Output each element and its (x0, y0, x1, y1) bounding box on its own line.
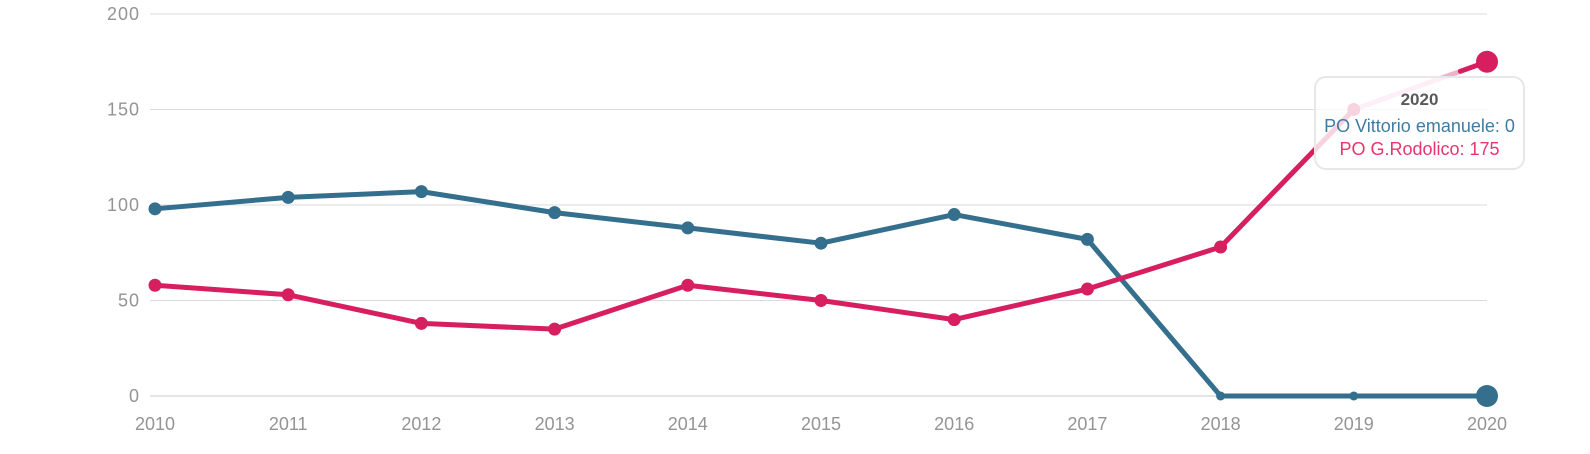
data-point-2019-po-g-rodolico[interactable] (1347, 103, 1361, 116)
y-axis-tick-label: 150 (107, 100, 140, 120)
data-point-2019-po-vittorio-emanuele[interactable] (1349, 391, 1359, 401)
data-point-2011-po-vittorio-emanuele[interactable] (281, 190, 295, 204)
x-axis-tick-label: 2020 (1467, 414, 1507, 434)
data-point-2013-po-vittorio-emanuele[interactable] (548, 206, 562, 220)
x-axis-tick-label: 2015 (801, 414, 841, 434)
data-point-2010-po-g-rodolico[interactable] (148, 278, 162, 292)
x-axis-tick-label: 2011 (269, 414, 308, 434)
x-axis-tick-label: 2014 (668, 414, 708, 434)
x-axis-tick-label: 2019 (1334, 414, 1374, 434)
data-point-2014-po-g-rodolico[interactable] (681, 278, 695, 292)
data-point-2017-po-vittorio-emanuele[interactable] (1080, 232, 1094, 246)
y-axis-tick-label: 50 (118, 291, 140, 311)
series-line-po-g-rodolico[interactable] (152, 107, 1357, 332)
y-axis-tick-label: 200 (107, 4, 140, 24)
data-point-2017-po-g-rodolico[interactable] (1080, 282, 1094, 296)
data-point-2016-po-g-rodolico[interactable] (947, 313, 961, 327)
series-line-po-g-rodolico-faded-segment (1351, 68, 1463, 112)
x-axis-tick-label: 2016 (934, 414, 974, 434)
data-point-2020-po-g-rodolico[interactable] (1476, 50, 1498, 73)
data-point-2010-po-vittorio-emanuele[interactable] (148, 202, 162, 216)
data-point-2012-po-g-rodolico[interactable] (414, 316, 428, 330)
data-point-2018-po-vittorio-emanuele[interactable] (1216, 391, 1226, 401)
data-point-2013-po-g-rodolico[interactable] (548, 322, 562, 336)
data-point-2011-po-g-rodolico[interactable] (281, 288, 295, 302)
x-axis-tick-label: 2010 (135, 414, 175, 434)
data-point-2018-po-g-rodolico[interactable] (1214, 240, 1228, 254)
data-point-2015-po-vittorio-emanuele[interactable] (814, 236, 828, 250)
data-point-2014-po-vittorio-emanuele[interactable] (681, 221, 695, 235)
y-axis-tick-label: 0 (129, 386, 140, 406)
x-axis-tick-label: 2012 (401, 414, 441, 434)
x-axis-tick-label: 2017 (1067, 414, 1107, 434)
y-axis-tick-label: 100 (107, 195, 140, 215)
data-point-2020-po-vittorio-emanuele[interactable] (1476, 385, 1498, 407)
data-point-2016-po-vittorio-emanuele[interactable] (947, 208, 961, 222)
series-line-po-vittorio-emanuele[interactable] (152, 189, 1490, 399)
x-axis-tick-label: 2018 (1201, 414, 1241, 434)
x-axis-tick-label: 2013 (535, 414, 575, 434)
data-point-2015-po-g-rodolico[interactable] (814, 294, 828, 307)
data-point-2012-po-vittorio-emanuele[interactable] (414, 185, 428, 199)
